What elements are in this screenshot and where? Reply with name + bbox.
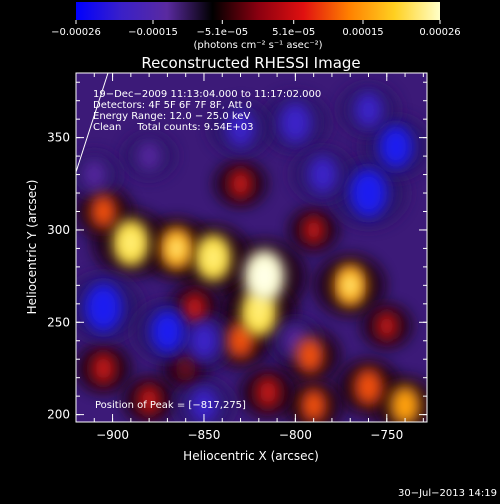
y-tick-label: 250 — [47, 315, 70, 329]
solar-limb — [75, 72, 109, 173]
heatmap-negative-region — [189, 322, 219, 360]
annotation-counts: Clean Total counts: 9.54E+03 — [93, 122, 253, 133]
colorbar — [76, 2, 440, 20]
x-axis-label: Heliocentric X (arcsec) — [183, 449, 319, 463]
x-tick-label: −900 — [96, 428, 129, 442]
heatmap-negative-region — [354, 92, 383, 128]
heatmap-positive-region — [300, 388, 327, 422]
heatmap-image — [76, 83, 427, 422]
heatmap-negative-region — [82, 159, 106, 190]
heatmap-negative-region — [379, 125, 413, 169]
colorbar-ticks: −0.00026 −0.00015 −5.1e−05 5.1e−05 0.00015 0.… — [51, 20, 461, 38]
heatmap-negative-region — [308, 155, 338, 194]
heatmap-negative-region — [349, 168, 388, 218]
heatmap-core — [250, 300, 267, 326]
heatmap-core — [122, 230, 139, 256]
plot-frame — [75, 72, 428, 423]
heatmap-positive-region — [375, 311, 398, 341]
heatmap-positive-region — [90, 194, 117, 229]
heatmap-positive-region — [183, 292, 207, 323]
heatmap-negative-region — [84, 283, 123, 332]
colorbar-tick-label: −0.00026 — [51, 27, 101, 38]
colorbar-tick-label: −5.1e−05 — [197, 27, 249, 38]
heatmap-positive-region — [296, 337, 324, 374]
heatmap-positive-region — [302, 215, 325, 245]
y-tick-label: 200 — [47, 408, 70, 422]
heatmap-negative-region — [150, 310, 184, 353]
x-tick-label: −850 — [187, 428, 220, 442]
heatmap-positive-region — [91, 352, 116, 385]
heatmap-core — [342, 273, 358, 297]
heatmap-positive-region — [389, 385, 421, 422]
heatmap-positive-region — [226, 322, 255, 359]
annotation-time: 19−Dec−2009 11:13:04.000 to 11:17:02.000 — [93, 89, 321, 100]
heatmap-negative-region — [190, 387, 218, 422]
heatmap-positive-region — [354, 368, 383, 406]
colorbar-tick-label: 5.1e−05 — [272, 27, 315, 38]
colorbar-tick-label: 0.00026 — [419, 27, 460, 38]
chart-title: Reconstructed RHESSI Image — [141, 54, 360, 72]
annotation-energy: Energy Range: 12.0 − 25.0 keV — [93, 111, 250, 122]
y-tick-label: 350 — [47, 131, 70, 145]
x-tick-label: −750 — [370, 428, 403, 442]
heatmap-positive-region — [255, 376, 281, 409]
heatmap-core — [205, 245, 222, 271]
colorbar-tick-label: 0.00015 — [342, 27, 383, 38]
colorbar-unit-label: (photons cm⁻² s⁻¹ asec⁻²) — [193, 40, 322, 51]
y-tick-label: 300 — [47, 223, 70, 237]
annotation-detectors: Detectors: 4F 5F 6F 7F 8F, Att 0 — [93, 100, 252, 111]
heatmap-negative-region — [226, 109, 255, 148]
y-axis-label: Heliocentric Y (arcsec) — [25, 180, 39, 315]
footer-date: 30−Jul−2013 14:19 — [398, 488, 497, 499]
heatmap-positive-region — [137, 384, 161, 415]
heatmap-negative-region — [279, 102, 312, 144]
peak-position-label: Position of Peak = [−817,275] — [95, 400, 246, 411]
x-tick-label: −800 — [279, 428, 312, 442]
heatmap-negative-region — [137, 141, 161, 172]
heatmap-core — [169, 236, 184, 260]
heatmap-positive-region — [228, 168, 253, 199]
colorbar-tick-label: −0.00015 — [128, 27, 178, 38]
axis-ticks: −900 −850 −800 −750 200 250 300 350 — [47, 73, 427, 442]
heatmap-positive-region — [175, 355, 196, 382]
heatmap-core — [255, 262, 274, 291]
